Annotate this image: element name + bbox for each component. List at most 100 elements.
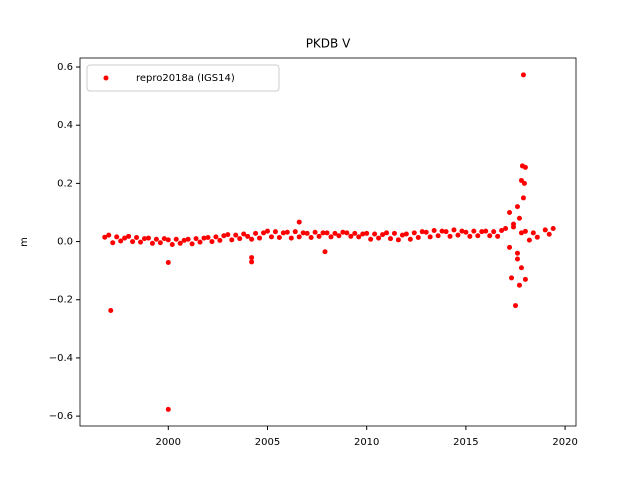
point <box>276 234 282 240</box>
point <box>455 232 461 238</box>
point <box>391 230 397 236</box>
point <box>106 232 112 238</box>
point <box>423 229 429 235</box>
point <box>507 209 513 215</box>
point <box>521 180 527 186</box>
point <box>108 308 114 314</box>
point <box>264 228 270 234</box>
point <box>514 256 520 262</box>
point <box>471 228 477 234</box>
y-tick-label: −0.2 <box>49 295 73 306</box>
point <box>340 229 346 235</box>
point <box>348 233 354 239</box>
point <box>126 233 132 239</box>
point <box>284 229 290 235</box>
point <box>376 235 382 241</box>
point <box>197 239 203 245</box>
point <box>161 236 167 242</box>
point <box>169 241 175 247</box>
point <box>225 232 231 238</box>
y-tick-label: 0.2 <box>57 178 73 189</box>
point <box>320 230 326 236</box>
point <box>451 227 457 233</box>
point <box>427 234 433 240</box>
x-tick-label: 2000 <box>156 437 181 448</box>
point <box>177 240 183 246</box>
point <box>324 230 330 236</box>
point <box>268 234 274 240</box>
point <box>114 234 120 240</box>
point <box>352 230 358 236</box>
y-tick-label: 0.0 <box>57 237 73 248</box>
point <box>411 230 417 236</box>
point <box>495 233 501 239</box>
point <box>550 225 556 231</box>
point <box>384 230 390 236</box>
point <box>221 233 227 239</box>
point <box>511 224 517 230</box>
point <box>431 228 437 234</box>
point <box>138 239 144 245</box>
point <box>296 219 302 225</box>
point <box>233 232 239 238</box>
point <box>499 228 505 234</box>
point <box>407 236 413 242</box>
point <box>491 229 497 235</box>
point <box>189 241 195 247</box>
point <box>336 233 342 239</box>
point <box>463 229 469 235</box>
point <box>130 239 136 245</box>
point <box>122 235 128 241</box>
point <box>399 232 405 238</box>
point <box>509 275 515 281</box>
x-tick-label: 2010 <box>354 437 379 448</box>
point <box>173 236 179 242</box>
y-tick-label: −0.6 <box>49 411 73 422</box>
point <box>280 230 286 236</box>
point <box>288 235 294 241</box>
x-tick-label: 2020 <box>552 437 577 448</box>
point <box>181 237 187 243</box>
point <box>514 250 520 256</box>
point <box>356 234 362 240</box>
point <box>322 249 328 255</box>
y-tick-label: 0.4 <box>57 120 73 131</box>
point <box>332 230 338 236</box>
point <box>520 72 526 78</box>
point <box>360 231 366 237</box>
point <box>520 195 526 201</box>
point <box>475 233 481 239</box>
point <box>145 235 151 241</box>
point <box>459 228 465 234</box>
point <box>518 265 524 271</box>
point <box>439 228 445 234</box>
point <box>518 230 524 236</box>
point <box>249 236 255 242</box>
point <box>165 260 171 266</box>
point <box>516 282 522 288</box>
y-axis-label: m <box>19 237 30 247</box>
point <box>483 228 489 234</box>
y-tick-label: −0.4 <box>49 353 73 364</box>
point <box>447 233 453 239</box>
point <box>312 229 318 235</box>
point <box>205 234 211 240</box>
y-tick-label: 0.6 <box>57 62 73 73</box>
point <box>257 235 263 241</box>
point <box>253 230 259 236</box>
point <box>217 237 223 243</box>
point <box>134 234 140 240</box>
point <box>522 276 528 282</box>
point <box>165 237 171 243</box>
point <box>522 164 528 170</box>
point <box>209 239 215 245</box>
point <box>165 406 171 412</box>
chart-title: PKDB V <box>306 37 351 51</box>
point <box>364 230 370 236</box>
point <box>237 236 243 242</box>
point <box>245 233 251 239</box>
point <box>419 229 425 235</box>
point <box>534 234 540 240</box>
point <box>272 229 278 235</box>
x-tick-label: 2005 <box>255 437 280 448</box>
